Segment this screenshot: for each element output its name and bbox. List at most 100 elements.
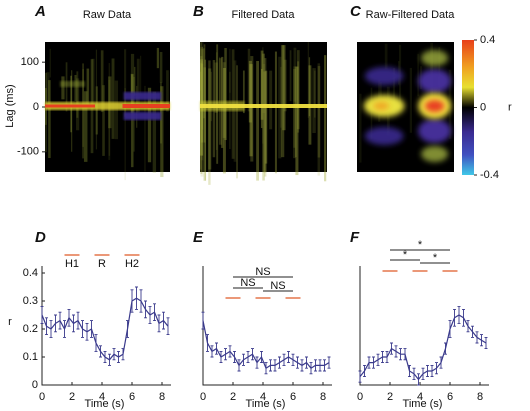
panel-label: D <box>35 229 46 246</box>
heat-cell <box>144 85 146 172</box>
error-bar <box>233 350 236 364</box>
panel-label: E <box>193 229 204 246</box>
heat-cell <box>76 71 79 118</box>
heat-blob <box>424 100 445 112</box>
y-axis-label: r <box>8 316 12 328</box>
heat-cell <box>308 57 311 117</box>
error-bar <box>484 336 488 350</box>
error-bar <box>237 359 241 372</box>
heat-cell <box>236 65 238 179</box>
heat-cell <box>108 79 111 160</box>
heat-cell <box>200 62 203 174</box>
heat-blob <box>421 50 449 66</box>
heat-cell <box>204 59 207 181</box>
heat-cell <box>210 71 212 122</box>
error-bar <box>135 286 138 310</box>
error-bar <box>318 359 322 372</box>
heat-cell <box>136 58 140 113</box>
heat-blob <box>373 102 390 110</box>
heat-cell <box>324 55 327 182</box>
error-bar <box>63 320 66 338</box>
heat-cell <box>124 49 127 117</box>
heat-cell <box>296 50 300 130</box>
error-bar <box>54 314 57 333</box>
heat-cell <box>384 43 388 70</box>
y-tick-label: 0.1 <box>23 351 38 363</box>
error-bar <box>148 306 152 324</box>
error-bar <box>99 345 102 358</box>
heat-cell <box>280 66 282 128</box>
heat-cell <box>82 63 84 159</box>
error-bar <box>72 314 75 333</box>
error-bar <box>201 311 205 330</box>
x-tick-label: 0 <box>200 391 206 403</box>
error-bar <box>278 356 281 369</box>
heat-blob <box>418 119 452 143</box>
error-bar <box>94 334 98 352</box>
heat-cell <box>45 102 170 110</box>
error-bar <box>399 348 402 361</box>
error-bar <box>224 348 227 361</box>
heat-cell <box>74 74 77 102</box>
x-tick-label: 4 <box>417 391 423 403</box>
heat-cell <box>359 93 362 163</box>
heat-cell <box>262 47 264 144</box>
panel-label: C <box>350 3 362 20</box>
heat-cell <box>417 53 419 97</box>
x-axis-label: Time (s) <box>403 398 443 410</box>
error-bar <box>144 300 147 319</box>
error-bar <box>390 342 393 355</box>
heat-cell <box>152 91 157 173</box>
heat-cell <box>203 67 207 181</box>
axes <box>41 266 171 386</box>
error-bar <box>314 359 317 372</box>
error-bar <box>45 317 48 336</box>
heat-cell <box>203 48 205 119</box>
error-bar <box>76 311 80 330</box>
heat-cell <box>233 60 237 162</box>
heat-cell <box>160 86 164 178</box>
colorbar-tick-label: 0 <box>480 101 486 113</box>
error-bar <box>453 308 456 327</box>
heat-cell <box>293 68 296 159</box>
heat-cell <box>317 63 321 176</box>
y-axis-label: Lag (ms) <box>4 84 16 127</box>
comparison-label: NS <box>240 277 255 289</box>
heat-cell <box>264 70 268 164</box>
comparison-label: * <box>403 249 408 261</box>
error-bar <box>300 359 304 372</box>
error-bar <box>103 350 107 364</box>
heat-cell <box>222 67 226 174</box>
x-tick-label: 4 <box>99 391 105 403</box>
heat-cell <box>262 64 266 114</box>
heat-cell <box>263 71 267 173</box>
heat-cell <box>248 60 252 123</box>
heat-cell <box>71 70 73 152</box>
x-tick-label: 8 <box>159 391 165 403</box>
heat-cell <box>156 47 160 69</box>
error-bar <box>376 353 380 366</box>
heat-cell <box>60 81 85 87</box>
error-bar <box>49 320 53 338</box>
heat-cell <box>293 47 297 102</box>
error-bar <box>157 314 161 333</box>
error-bar <box>242 353 245 366</box>
heat-cell <box>159 51 163 83</box>
error-bar <box>287 350 290 364</box>
error-bar <box>412 367 416 380</box>
heat-cell <box>289 50 292 102</box>
error-bar <box>215 342 218 355</box>
axes <box>359 266 489 386</box>
heat-cell <box>250 56 254 162</box>
heat-cell <box>45 72 47 153</box>
heat-blob <box>421 146 449 162</box>
heat-cell <box>317 66 321 158</box>
error-bar <box>273 359 277 372</box>
heat-cell <box>102 85 105 156</box>
error-bar <box>85 322 89 341</box>
heat-cell <box>166 70 169 112</box>
heatmap <box>357 42 454 172</box>
heat-cell <box>134 66 136 96</box>
x-tick-label: 6 <box>447 391 453 403</box>
error-bar <box>40 306 44 324</box>
